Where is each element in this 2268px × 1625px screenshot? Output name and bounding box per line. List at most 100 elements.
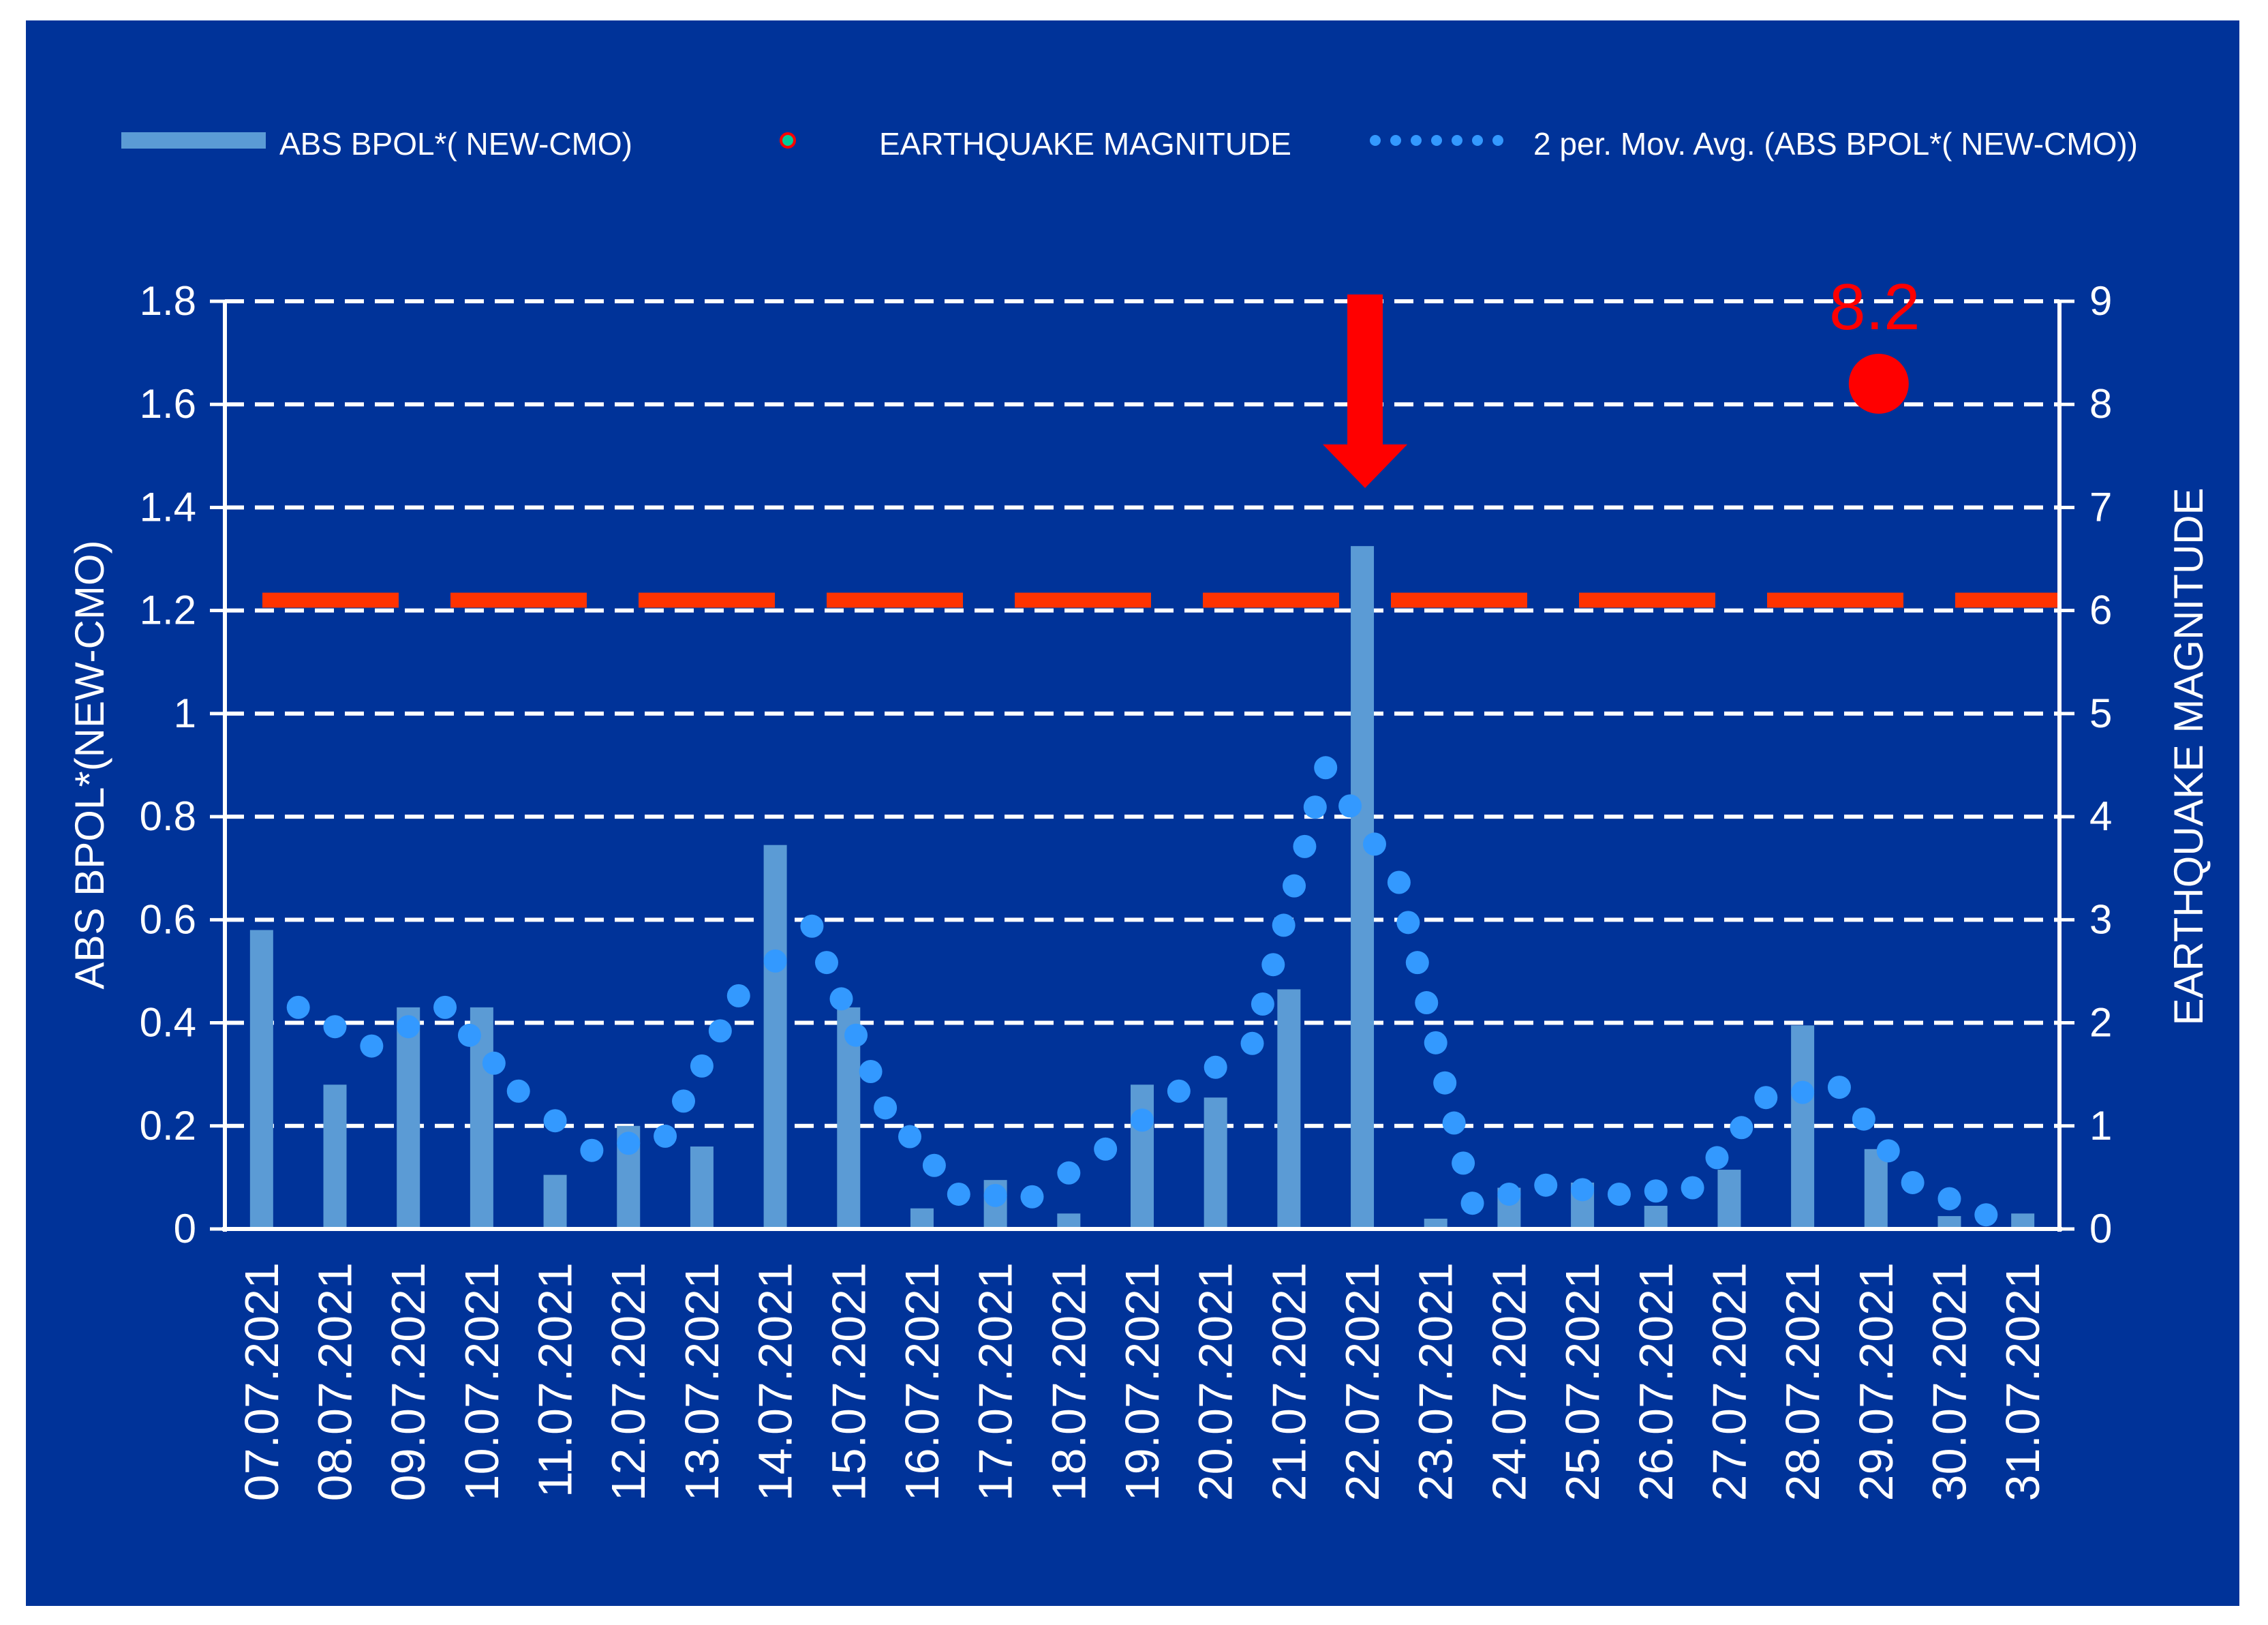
moving-average-series: [286, 756, 1998, 1227]
moving-avg-point: [1644, 1179, 1668, 1203]
moving-avg-point: [1303, 795, 1327, 819]
x-tick-label: 21.07.2021: [1262, 1262, 1315, 1501]
moving-avg-point: [922, 1153, 946, 1177]
moving-avg-point: [1396, 911, 1420, 935]
moving-avg-point: [690, 1054, 714, 1078]
x-tick-label: 13.07.2021: [675, 1262, 729, 1501]
x-tick-label: 08.07.2021: [309, 1262, 362, 1501]
y-tick-label: 1.2: [140, 588, 196, 633]
moving-avg-point: [672, 1089, 695, 1113]
y-tick-label: 0.8: [140, 793, 196, 839]
bar: [323, 1084, 347, 1229]
moving-avg-point: [1167, 1079, 1191, 1103]
bar: [1791, 1025, 1815, 1229]
x-tick-label: 15.07.2021: [822, 1262, 875, 1501]
x-tick-label: 16.07.2021: [895, 1262, 949, 1501]
legend-label-bars: ABS BPOL*( NEW-CMO): [279, 126, 632, 162]
x-tick-label: 12.07.2021: [602, 1262, 655, 1501]
legend-swatch-earthquake: [780, 132, 796, 149]
moving-avg-point: [983, 1183, 1007, 1207]
x-tick-label: 29.07.2021: [1850, 1262, 1903, 1501]
y-tick-label: 1: [174, 690, 196, 736]
x-tick-label: 09.07.2021: [382, 1262, 435, 1501]
y2-tick-label: 1: [2089, 1103, 2112, 1149]
y2-tick-label: 5: [2089, 690, 2112, 736]
legend: ABS BPOL*( NEW-CMO) EARTHQUAKE MAGNITUDE 2…: [121, 126, 2138, 162]
moving-avg-point: [1424, 1031, 1447, 1054]
moving-avg-point: [1901, 1170, 1925, 1194]
legend-swatch-moving-avg-dot: [1411, 135, 1422, 146]
moving-avg-point: [617, 1132, 641, 1155]
moving-avg-point: [726, 984, 750, 1007]
moving-avg-point: [1261, 953, 1285, 977]
legend-label-earthquake: EARTHQUAKE MAGNITUDE: [879, 126, 1291, 162]
moving-avg-point: [829, 987, 853, 1011]
bar: [1351, 546, 1375, 1229]
moving-avg-point: [1405, 951, 1429, 975]
y-tick-label: 0: [174, 1206, 196, 1251]
x-tick-label: 31.07.2021: [1996, 1262, 2049, 1501]
moving-avg-point: [1362, 832, 1386, 856]
bar: [2011, 1213, 2035, 1229]
y-tick-label: 0.2: [140, 1103, 196, 1149]
y2-axis-title: EARTHQUAKE MAGNITUDE: [2166, 488, 2211, 1026]
legend-swatch-moving-avg-dot: [1452, 135, 1462, 146]
x-tick-label: 19.07.2021: [1116, 1262, 1169, 1501]
moving-avg-point: [580, 1138, 604, 1162]
bar: [249, 930, 273, 1229]
moving-avg-point: [1251, 992, 1274, 1016]
y2-tick-label: 2: [2089, 1000, 2112, 1046]
moving-avg-point: [1607, 1182, 1631, 1206]
x-tick-label: 30.07.2021: [1922, 1262, 1976, 1501]
moving-avg-point: [1415, 991, 1439, 1015]
bar: [1204, 1097, 1227, 1229]
legend-swatch-moving-avg-dot: [1390, 135, 1401, 146]
moving-avg-point: [654, 1124, 677, 1148]
bar: [1131, 1084, 1154, 1229]
moving-avg-point: [1131, 1108, 1154, 1132]
moving-avg-point: [800, 914, 824, 938]
y-axis-title: ABS BPOL*(NEW-CMO): [67, 541, 112, 990]
bar: [1644, 1205, 1668, 1229]
x-tick-label: 07.07.2021: [235, 1262, 288, 1501]
x-tick-label: 25.07.2021: [1556, 1262, 1609, 1501]
moving-avg-point: [1852, 1107, 1875, 1131]
moving-avg-point: [543, 1109, 567, 1133]
bar: [690, 1146, 714, 1229]
moving-avg-point: [1338, 794, 1362, 818]
axes: [210, 299, 2074, 1232]
legend-swatch-moving-avg-dot: [1431, 135, 1442, 146]
y2-tick-label: 4: [2089, 793, 2112, 839]
moving-avg-point: [1094, 1137, 1118, 1161]
moving-avg-point: [1314, 756, 1338, 780]
moving-avg-point: [1283, 874, 1306, 898]
moving-avg-point: [1754, 1086, 1778, 1110]
y2-tick-label: 0: [2089, 1206, 2112, 1251]
bar: [1277, 989, 1301, 1229]
moving-avg-point: [1272, 913, 1296, 937]
bar: [1057, 1213, 1081, 1229]
moving-avg-point: [947, 1182, 970, 1206]
moving-avg-point: [1705, 1146, 1729, 1170]
moving-avg-point: [1387, 870, 1411, 894]
moving-avg-point: [708, 1019, 732, 1043]
bar: [1424, 1218, 1447, 1229]
y-tick-label: 0.6: [140, 896, 196, 942]
earthquake-value-label: 8.2: [1829, 271, 1920, 344]
x-tick-label: 27.07.2021: [1702, 1262, 1756, 1501]
moving-avg-point: [323, 1015, 347, 1039]
moving-avg-point: [1497, 1182, 1521, 1206]
x-tick-label: 14.07.2021: [749, 1262, 802, 1501]
bar: [1717, 1170, 1741, 1229]
bar: [543, 1174, 567, 1229]
moving-avg-point: [763, 949, 787, 973]
chart-panel: [26, 20, 2239, 1606]
moving-avg-point: [482, 1051, 506, 1075]
y-tick-label: 1.8: [140, 278, 196, 324]
x-tick-label: 17.07.2021: [969, 1262, 1022, 1501]
y-tick-label: 1.6: [140, 381, 196, 427]
bar: [1937, 1216, 1961, 1229]
moving-avg-point: [433, 995, 457, 1019]
moving-avg-point: [1534, 1173, 1558, 1197]
legend-swatch-moving-avg-dot: [1492, 135, 1503, 146]
